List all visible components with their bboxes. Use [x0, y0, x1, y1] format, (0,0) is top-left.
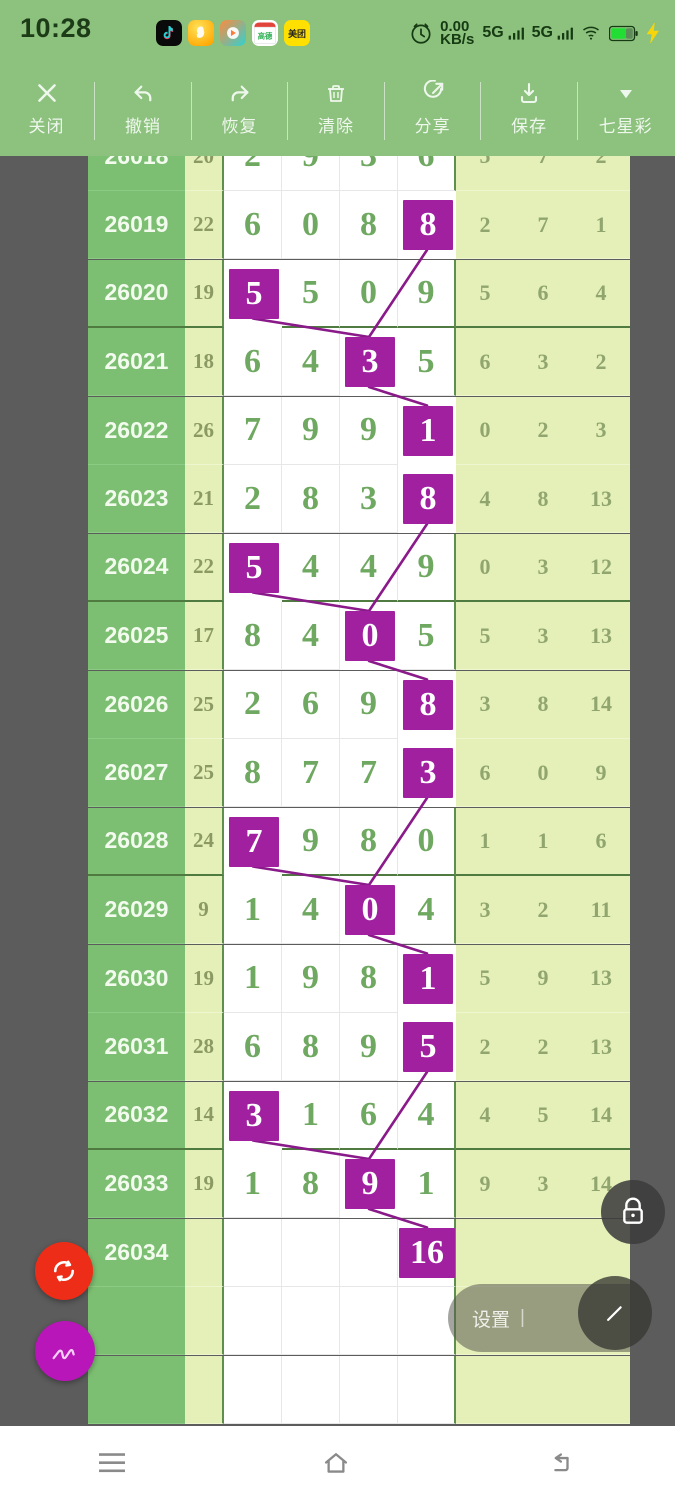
svg-text:美团: 美团: [288, 28, 306, 39]
svg-text:高德: 高德: [258, 32, 273, 41]
